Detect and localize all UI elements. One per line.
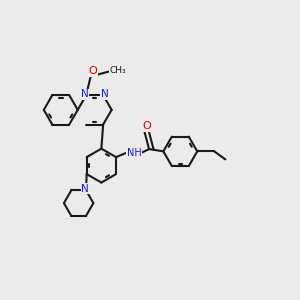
- Text: N: N: [101, 89, 109, 99]
- Text: NH: NH: [127, 148, 142, 158]
- Text: N: N: [81, 184, 89, 194]
- Text: O: O: [142, 122, 151, 131]
- Text: CH₃: CH₃: [110, 66, 126, 75]
- Text: N: N: [80, 89, 88, 99]
- Text: O: O: [88, 66, 97, 76]
